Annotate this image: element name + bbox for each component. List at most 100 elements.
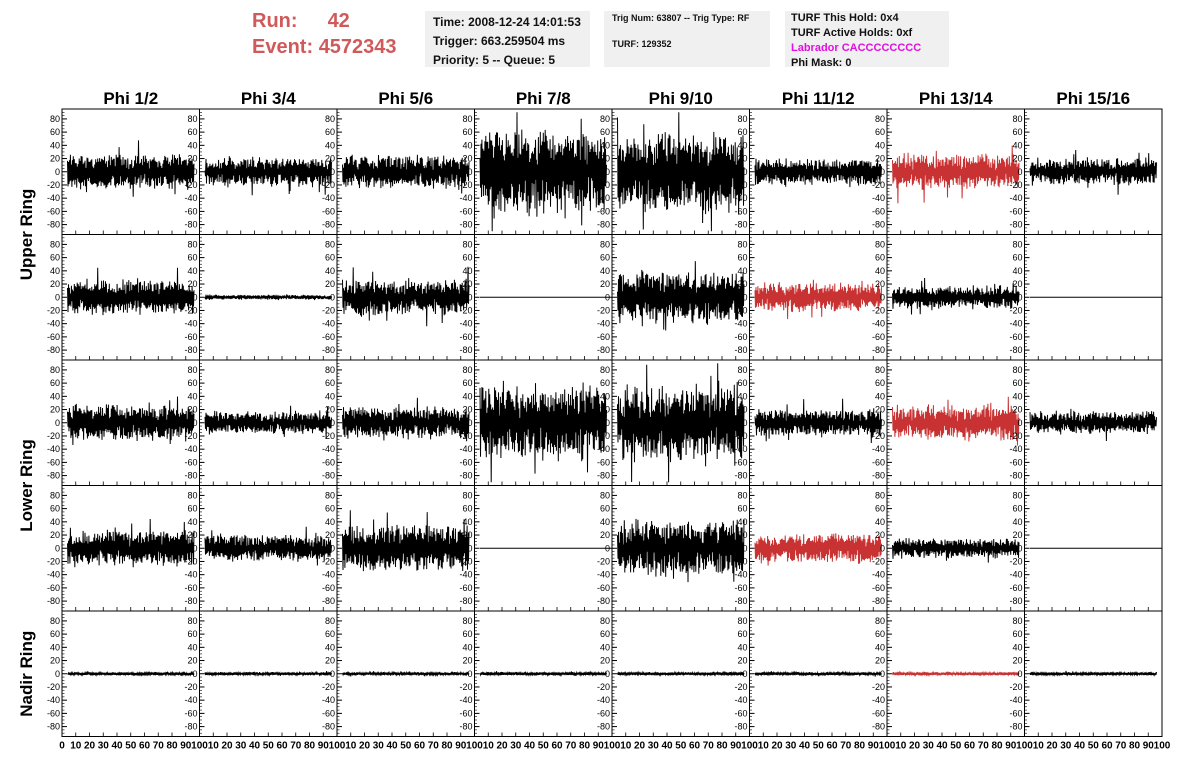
y-tick-label: -40 [734, 193, 747, 203]
y-tick-label: -20 [47, 431, 60, 441]
y-tick-label: 0 [880, 292, 885, 302]
x-tick-label: 40 [1074, 741, 1086, 752]
y-tick-label: 20 [325, 656, 335, 666]
waveform-trace [892, 396, 1020, 446]
y-tick-label: -20 [734, 431, 747, 441]
y-tick-label: 60 [737, 253, 747, 263]
y-tick-label: -80 [47, 722, 60, 732]
y-tick-label: -60 [322, 332, 335, 342]
y-tick-label: -20 [322, 431, 335, 441]
y-tick-label: 0 [880, 418, 885, 428]
y-tick-label: 0 [742, 418, 747, 428]
y-tick-label: 60 [1012, 253, 1022, 263]
y-tick-label: -80 [184, 471, 197, 481]
y-tick-label: 20 [462, 656, 472, 666]
y-tick-label: -60 [597, 206, 610, 216]
x-tick-label: 80 [991, 741, 1003, 752]
y-tick-label: 20 [1012, 405, 1022, 415]
y-tick-label: 80 [462, 239, 472, 249]
y-tick-label: -60 [459, 332, 472, 342]
y-tick-label: 80 [187, 365, 197, 375]
x-tick-label: 30 [1060, 741, 1072, 752]
y-tick-label: -40 [597, 444, 610, 454]
y-tick-label: 80 [737, 114, 747, 124]
y-tick-label: 80 [462, 616, 472, 626]
x-tick-label: 30 [785, 741, 797, 752]
y-tick-label: 40 [600, 140, 610, 150]
y-tick-label: -60 [184, 457, 197, 467]
y-tick-label: 40 [737, 266, 747, 276]
x-tick-label: 70 [290, 741, 302, 752]
x-tick-label: 80 [854, 741, 866, 752]
y-tick-label: 40 [875, 642, 885, 652]
y-tick-label: 0 [880, 167, 885, 177]
y-tick-label: 40 [600, 642, 610, 652]
y-tick-label: 80 [50, 365, 60, 375]
x-tick-label: 90 [1143, 741, 1155, 752]
y-tick-label: -40 [184, 319, 197, 329]
y-tick-label: 20 [187, 405, 197, 415]
y-tick-label: -40 [1009, 695, 1022, 705]
y-tick-label: -20 [459, 431, 472, 441]
waveform-trace [617, 670, 745, 677]
y-tick-label: 20 [50, 279, 60, 289]
y-tick-label: 20 [1012, 279, 1022, 289]
y-tick-label: -40 [597, 570, 610, 580]
y-tick-label: 0 [467, 418, 472, 428]
x-tick-label: 30 [98, 741, 110, 752]
y-tick-label: 0 [742, 167, 747, 177]
y-tick-label: 20 [600, 154, 610, 164]
y-tick-label: -80 [597, 345, 610, 355]
y-tick-label: 0 [880, 543, 885, 553]
y-tick-label: 40 [50, 642, 60, 652]
y-tick-label: 20 [737, 405, 747, 415]
trigger-text: Trigger: 663.259504 ms [433, 34, 566, 48]
waveform-trace [67, 396, 195, 446]
x-tick-label: 60 [414, 741, 426, 752]
column-header: Phi 3/4 [241, 89, 296, 108]
y-tick-label: 60 [462, 378, 472, 388]
y-tick-label: 60 [187, 378, 197, 388]
x-tick-label: 80 [441, 741, 453, 752]
y-tick-label: -40 [459, 695, 472, 705]
y-tick-label: -60 [734, 457, 747, 467]
y-tick-label: 60 [1012, 504, 1022, 514]
y-tick-label: 60 [1012, 127, 1022, 137]
y-tick-label: 0 [880, 669, 885, 679]
x-tick-label: 60 [964, 741, 976, 752]
y-tick-label: 60 [325, 253, 335, 263]
y-tick-label: 80 [325, 239, 335, 249]
waveform-trace [342, 397, 470, 442]
y-tick-label: -20 [597, 305, 610, 315]
y-tick-label: -40 [322, 570, 335, 580]
y-tick-label: 60 [462, 127, 472, 137]
x-tick-label: 50 [400, 741, 412, 752]
waveform-trace [1029, 408, 1157, 442]
x-tick-label: 40 [386, 741, 398, 752]
x-tick-label: 10 [345, 741, 357, 752]
y-tick-label: 0 [192, 418, 197, 428]
y-tick-label: -80 [459, 345, 472, 355]
y-tick-label: 60 [50, 253, 60, 263]
turf-active-text: TURF Active Holds: 0xf [791, 27, 913, 39]
y-tick-label: 20 [462, 279, 472, 289]
x-tick-label: 40 [661, 741, 673, 752]
y-tick-label: 80 [1012, 239, 1022, 249]
waveform-trace [342, 510, 470, 572]
y-tick-label: -60 [872, 708, 885, 718]
waveform-trace [892, 277, 1020, 315]
y-tick-label: -80 [597, 722, 610, 732]
x-tick-label: 10 [208, 741, 220, 752]
y-tick-label: -20 [459, 305, 472, 315]
y-tick-label: 20 [50, 405, 60, 415]
column-header: Phi 1/2 [103, 89, 158, 108]
waveform-trace [67, 267, 195, 316]
y-tick-label: -80 [872, 596, 885, 606]
y-tick-label: 80 [462, 365, 472, 375]
y-tick-label: -80 [47, 220, 60, 230]
waveform-trace [754, 279, 882, 320]
labrador-text: Labrador CACCCCCCCC [791, 42, 922, 54]
y-tick-label: -60 [1009, 332, 1022, 342]
event-label: Event: [252, 36, 314, 58]
